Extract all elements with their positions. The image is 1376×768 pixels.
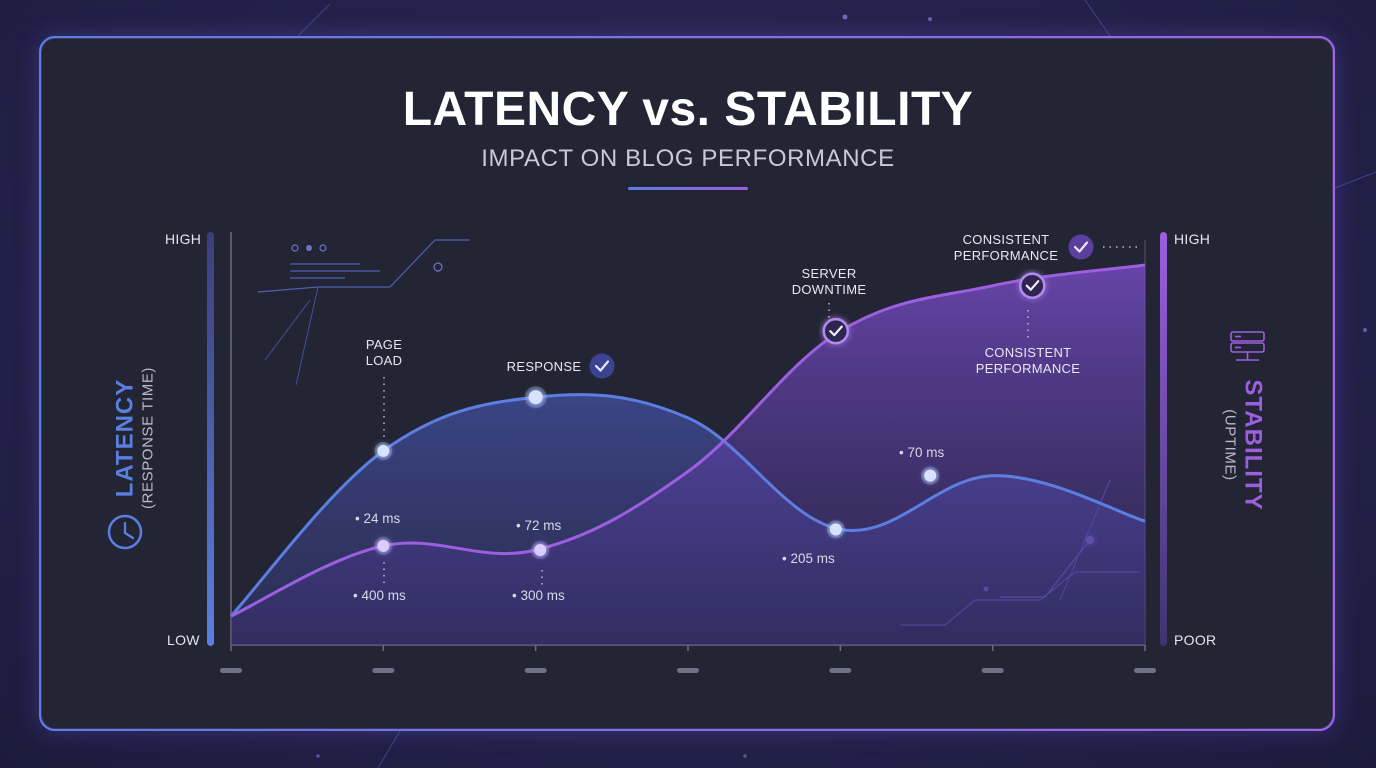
x-tick-dash-1 (372, 668, 395, 673)
series-markers (374, 272, 1046, 560)
annotation-page-load: PAGE LOAD (365, 337, 403, 368)
x-tick-dash-4 (829, 668, 852, 673)
annotation-server-downtime: SERVER DOWNTIME (791, 266, 867, 297)
marker-stability-7 (1019, 272, 1046, 299)
clock-icon (107, 514, 143, 550)
stability-axis-subtitle: (UPTIME) (1221, 409, 1239, 481)
server-icon (1230, 331, 1265, 361)
value-label-72ms: • 72 ms (516, 518, 562, 533)
value-label-24ms: • 24 ms (355, 511, 401, 526)
latency-axis-title-main: LATENCY (111, 378, 139, 498)
marker-latency-0 (374, 441, 393, 460)
value-24ms-text: 24 ms (363, 511, 401, 526)
value-label-300ms: • 300 ms (512, 588, 565, 603)
value-70ms-text: 70 ms (907, 445, 945, 460)
stability-axis-title: STABILITY (UPTIME) (1222, 335, 1267, 555)
chart-subtitle: IMPACT ON BLOG PERFORMANCE (481, 145, 895, 172)
marker-stability-5 (531, 541, 550, 560)
x-tick-dash-0 (220, 668, 242, 673)
marker-latency-2 (826, 520, 845, 539)
marker-latency-1 (524, 386, 547, 409)
decorative-doodle (257, 239, 470, 386)
check-badge-response (589, 353, 615, 379)
stability-axis-title-main: STABILITY (1239, 379, 1267, 511)
value-label-70ms: • 70 ms (899, 445, 945, 460)
annotation-leaders (383, 246, 1140, 585)
annotation-consistent-bottom: CONSISTENT PERFORMANCE (975, 345, 1081, 376)
latency-line (229, 393, 1146, 618)
stability-scale-bar (1160, 232, 1167, 646)
x-tick-dash-2 (524, 668, 547, 673)
marker-stability-6 (822, 317, 850, 345)
latency-scale-bar (207, 232, 214, 646)
annotation-response: RESPONSE (506, 359, 582, 374)
latency-low-label: LOW (167, 632, 200, 648)
chart-title: LATENCY vs. STABILITY (402, 83, 974, 136)
check-badge-consistent (1068, 234, 1094, 260)
latency-axis-title: LATENCY (RESPONSE TIME) (112, 328, 157, 548)
x-tick-dash-3 (677, 668, 699, 673)
title-underline (628, 187, 748, 190)
annotation-consistent-top: CONSISTENT PERFORMANCE (953, 232, 1059, 263)
x-tick-dash-6 (1134, 668, 1156, 673)
value-72ms-text: 72 ms (524, 518, 562, 533)
x-axis-ticks (220, 645, 1156, 673)
marker-latency-3 (921, 466, 940, 485)
x-tick-dash-5 (981, 668, 1004, 673)
value-label-400ms: • 400 ms (353, 588, 406, 603)
marker-stability-4 (374, 536, 393, 555)
stability-low-label: POOR (1174, 632, 1217, 648)
stability-high-label: HIGH (1174, 231, 1211, 247)
latency-high-label: HIGH (165, 231, 202, 247)
value-205ms-text: 205 ms (790, 551, 835, 566)
latency-axis-subtitle: (RESPONSE TIME) (139, 366, 157, 510)
value-300ms-text: 300 ms (520, 588, 565, 603)
value-label-205ms: • 205 ms (782, 551, 835, 566)
panel-glow-border (39, 36, 1335, 731)
value-400ms-text: 400 ms (361, 588, 406, 603)
